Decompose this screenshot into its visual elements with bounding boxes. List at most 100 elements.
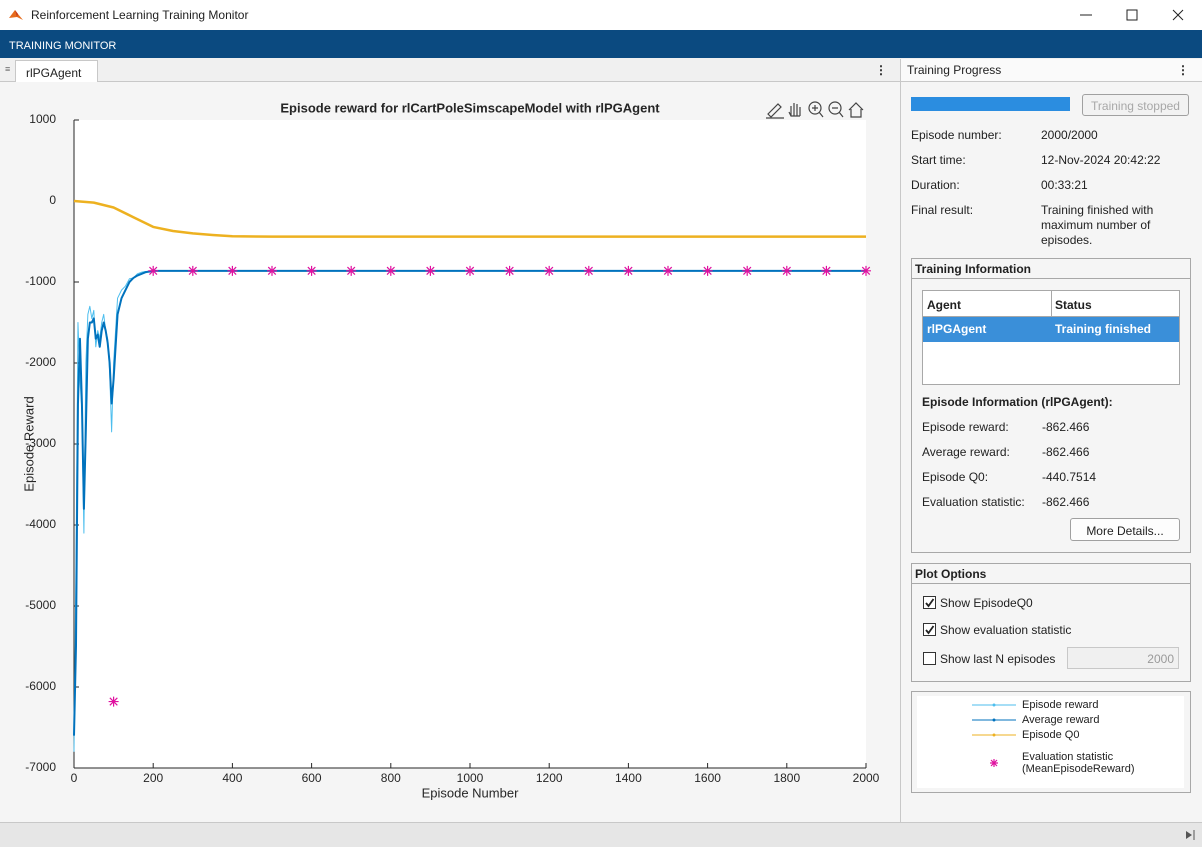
- window-controls[interactable]: [1075, 7, 1195, 23]
- chart-title: Episode reward for rlCartPoleSimscapeMod…: [280, 100, 660, 115]
- eval-marker: [861, 265, 871, 276]
- eval-marker: [742, 265, 753, 276]
- y-tick-label: -5000: [25, 598, 56, 612]
- field-label: Duration:: [911, 178, 960, 192]
- status-bar-toggle[interactable]: [1184, 829, 1196, 841]
- field-value: 00:33:21: [1041, 178, 1088, 192]
- stop-button[interactable]: Training stopped: [1082, 94, 1189, 116]
- toolstrip: TRAINING MONITOR: [0, 30, 1202, 58]
- x-axis-label: Episode Number: [422, 785, 519, 800]
- eval-marker: [544, 265, 555, 276]
- checkbox-label: Show EpisodeQ0: [940, 596, 1033, 610]
- field-label: Episode reward:: [922, 420, 1009, 434]
- x-tick-label: 1200: [536, 771, 563, 785]
- checkbox[interactable]: [923, 652, 936, 665]
- eval-marker: [425, 265, 436, 276]
- progress-bar: [911, 97, 1070, 111]
- table-header: [923, 291, 1179, 317]
- field-label: Episode number:: [911, 128, 1002, 142]
- legend-swatch: [972, 733, 1016, 737]
- field-label: Average reward:: [922, 445, 1010, 459]
- checkbox[interactable]: [923, 596, 936, 609]
- field-label: Final result:: [911, 203, 974, 217]
- x-tick-label: 1800: [773, 771, 800, 785]
- app-icon: [9, 10, 23, 20]
- tab-menu[interactable]: ⋮: [875, 63, 887, 77]
- legend-entry: Average reward: [917, 714, 1184, 726]
- legend-entry: Evaluation statistic (MeanEpisodeReward): [917, 751, 1184, 775]
- eval-marker: [623, 265, 634, 276]
- title-bar: Reinforcement Learning Training Monitor: [0, 0, 1202, 30]
- tab[interactable]: rlPGAgent: [15, 60, 98, 82]
- x-tick-label: 200: [143, 771, 163, 785]
- field-value: -862.466: [1042, 495, 1090, 509]
- legend-marker: [990, 759, 998, 767]
- x-tick-label: 0: [71, 771, 78, 785]
- legend-swatch: [990, 759, 998, 767]
- box-title: Training Information: [915, 262, 1031, 276]
- field-value: 12-Nov-2024 20:42:22: [1041, 153, 1161, 167]
- legend-entry: Episode reward: [917, 699, 1184, 711]
- plot-options-box: Plot Options Show EpisodeQ0 Show evaluat…: [911, 563, 1191, 682]
- field-value: -440.7514: [1042, 470, 1097, 484]
- check-mark: [925, 598, 935, 608]
- eval-marker: [702, 265, 713, 276]
- x-tick-label: 1000: [457, 771, 484, 785]
- eval-marker: [267, 265, 277, 276]
- eval-marker: [108, 696, 119, 707]
- box-title: Plot Options: [915, 567, 987, 581]
- y-tick-label: -1000: [25, 274, 56, 288]
- eval-marker: [821, 265, 832, 276]
- checkbox-label: Show last N episodes: [940, 652, 1056, 666]
- y-tick-label: -4000: [25, 517, 56, 531]
- eval-marker: [781, 265, 792, 276]
- eval-marker: [663, 265, 673, 276]
- legend-entry: Episode Q0: [917, 729, 1184, 741]
- episodes-input[interactable]: 2000: [1067, 647, 1179, 669]
- legend-dot: [992, 733, 996, 737]
- eval-marker: [187, 265, 198, 276]
- box-header: [912, 564, 1190, 584]
- section-title: Episode Information (rlPGAgent):: [922, 395, 1113, 409]
- progress-panel: Training Progress ⋮ Training stopped Epi…: [901, 59, 1202, 822]
- status-bar: [0, 822, 1202, 847]
- toolstrip-label: TRAINING MONITOR: [9, 40, 117, 52]
- eval-marker: [583, 265, 594, 276]
- field-value: -862.466: [1042, 445, 1090, 459]
- check-stroke: [925, 625, 935, 635]
- tab-strip: [0, 59, 900, 82]
- table-cell: rlPGAgent: [927, 322, 987, 336]
- legend-label: Evaluation statistic (MeanEpisodeReward): [1022, 751, 1135, 775]
- axes-toolbar[interactable]: [766, 101, 864, 119]
- y-tick-label: -2000: [25, 355, 56, 369]
- y-tick-label: -7000: [25, 760, 56, 774]
- field-label: Episode Q0:: [922, 470, 989, 484]
- checkbox[interactable]: [923, 623, 936, 636]
- y-axis-label: Episode Reward: [21, 396, 36, 491]
- check-stroke: [925, 598, 935, 608]
- y-tick-label: -3000: [25, 436, 56, 450]
- table-cell: Training finished: [1055, 322, 1152, 336]
- eval-marker: [227, 265, 238, 276]
- x-tick-label: 400: [222, 771, 242, 785]
- legend-dot: [992, 718, 996, 722]
- panel-menu[interactable]: ⋮: [1177, 63, 1189, 77]
- legend-label: Episode Q0: [1022, 729, 1080, 741]
- legend: Episode reward Average reward Episode Q0 Ev…: [917, 696, 1184, 788]
- column-divider: [1051, 291, 1052, 316]
- checkbox-label: Show evaluation statistic: [940, 623, 1072, 637]
- y-tick-label: -6000: [25, 679, 56, 693]
- eval-marker: [504, 265, 515, 276]
- tab-grip: ≡: [5, 64, 11, 74]
- column-header: Status: [1055, 298, 1092, 312]
- x-tick-label: 1600: [694, 771, 721, 785]
- panel-title: Training Progress: [907, 63, 1002, 77]
- eval-marker: [148, 265, 159, 276]
- box-header: [912, 259, 1190, 279]
- window-title: Reinforcement Learning Training Monitor: [31, 8, 249, 22]
- training-information-box: Training Information Agent Status rlPGAg…: [911, 258, 1191, 553]
- more-details-button[interactable]: More Details...: [1070, 518, 1180, 541]
- agent-table: Agent Status rlPGAgent Training finished: [922, 290, 1180, 385]
- table-row[interactable]: [923, 317, 1179, 342]
